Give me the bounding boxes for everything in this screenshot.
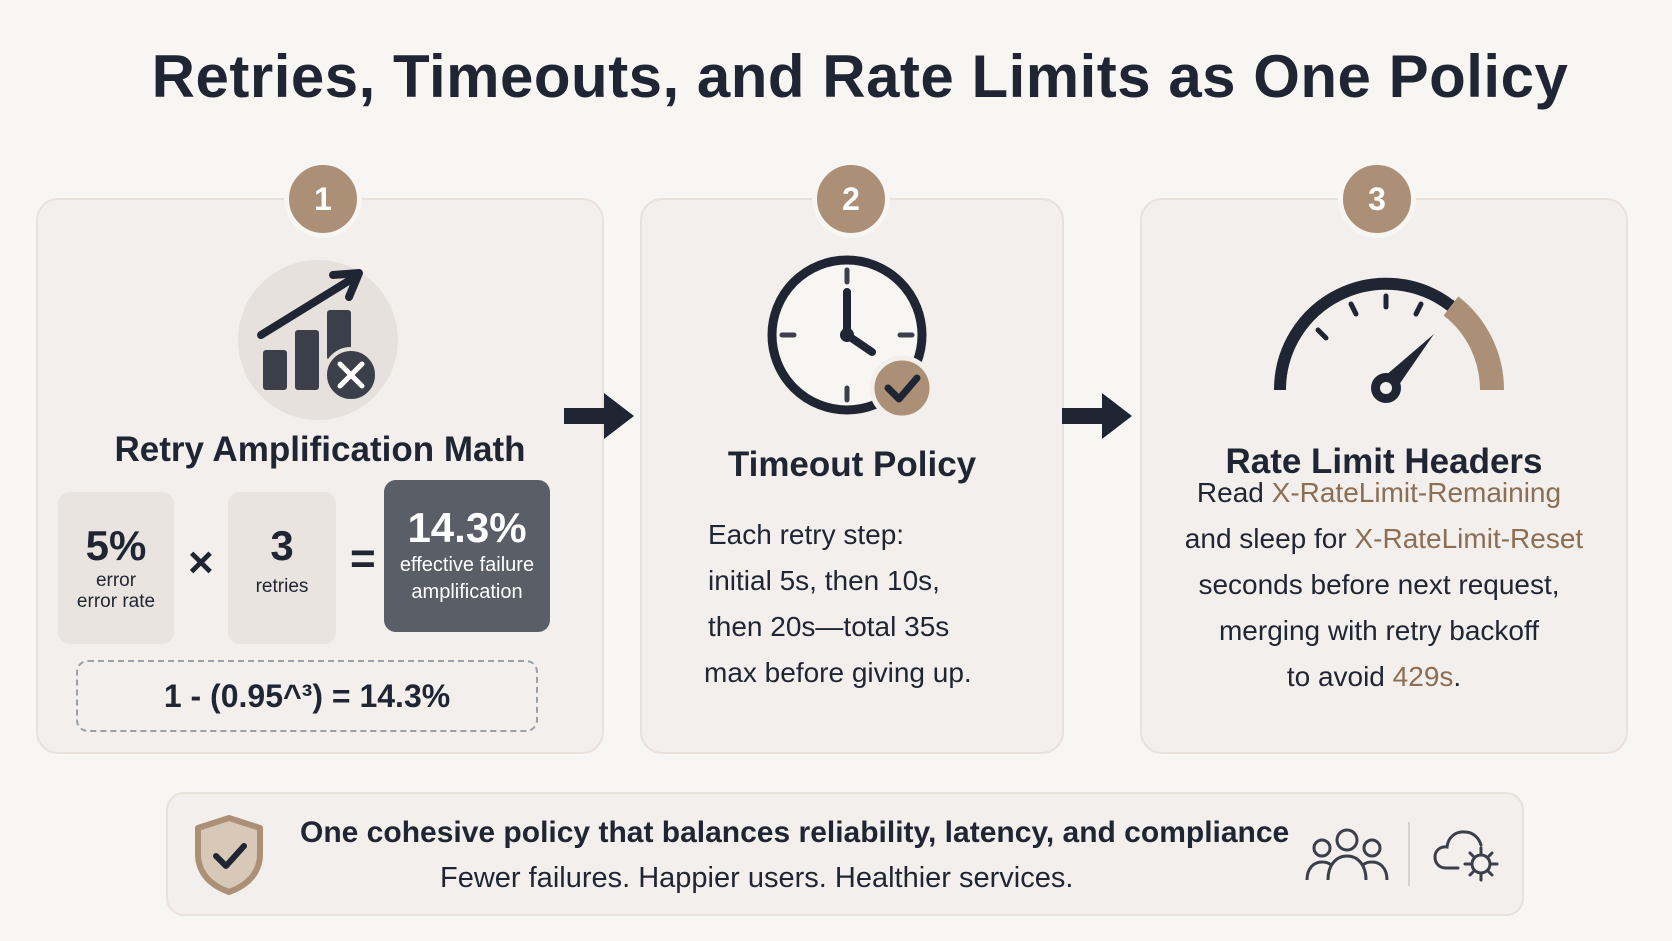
card-title-rate-limit: Rate Limit Headers — [1225, 442, 1543, 481]
retries-value: 3 — [270, 522, 294, 569]
result-value: 14.3% — [407, 504, 527, 551]
rate-limit-line-3: seconds before next request, — [1198, 569, 1560, 600]
step-badge-1: 1 — [284, 160, 362, 238]
card-retry-amplification: 1 Retry Amplification Math 5% error erro… — [36, 160, 604, 754]
result-label: effective failure amplification — [399, 554, 535, 603]
rate-limit-description: Read X-RateLimit-Remaining and sleep for… — [1142, 470, 1626, 700]
error-rate-box: 5% error error rate — [58, 492, 174, 644]
timeout-line-3: then 20s—total 35s — [708, 611, 950, 642]
retries-box: 3 retries — [228, 492, 336, 644]
result-box: 14.3% effective failure amplification — [384, 480, 550, 632]
arrow-right-icon — [564, 393, 634, 439]
users-icon — [1305, 828, 1389, 881]
page-title: Retries, Timeouts, and Rate Limits as On… — [151, 43, 1569, 110]
shield-check-icon — [195, 815, 263, 895]
read-text: Read — [1196, 477, 1272, 508]
timeout-line-2: initial 5s, then 10s, — [708, 565, 940, 596]
header-reset: X-RateLimit-Reset — [1354, 523, 1584, 554]
card-timeout-policy: 2 Timeout Policy Each retry step: initia… — [640, 160, 1064, 754]
speedometer-icon — [1273, 277, 1505, 403]
rate-limit-line-4: merging with retry backoff — [1218, 615, 1540, 646]
period-text: . — [1453, 661, 1462, 692]
footer-divider — [1408, 822, 1410, 886]
header-remaining: X-RateLimit-Remaining — [1271, 477, 1562, 508]
summary-subtitle: Fewer failures. Happier users. Healthier… — [440, 862, 1074, 894]
sleep-text: and sleep for — [1184, 523, 1355, 554]
error-rate-label: error error rate — [76, 570, 156, 612]
arrow-right-icon — [1062, 393, 1132, 439]
times-symbol: × — [188, 538, 214, 587]
bar-chart-up-arrow-x-icon — [238, 260, 398, 420]
rate-limit-line-2: and sleep for X-RateLimit-Reset — [1142, 516, 1626, 562]
formula-box: 1 - (0.95^³) = 14.3% — [76, 660, 538, 732]
timeout-line-1: Each retry step: — [708, 519, 905, 550]
card-title-retry: Retry Amplification Math — [114, 430, 526, 469]
equals-symbol: = — [350, 534, 376, 583]
card-rate-limit-headers: 3 Rate Limit Headers Read X-RateLimit-Re… — [1140, 160, 1628, 754]
code-429: 429s — [1392, 661, 1454, 692]
card-title-timeout: Timeout Policy — [727, 445, 977, 484]
error-rate-value: 5% — [85, 522, 147, 569]
summary-title: One cohesive policy that balances reliab… — [300, 816, 1290, 849]
avoid-text: to avoid — [1286, 661, 1393, 692]
timeout-description: Each retry step: initial 5s, then 10s, t… — [704, 512, 972, 696]
rate-limit-line-5: to avoid 429s. — [1142, 654, 1626, 700]
retries-label: retries — [255, 576, 309, 597]
step-badge-3: 3 — [1338, 160, 1416, 238]
summary-banner: One cohesive policy that balances reliab… — [166, 792, 1524, 916]
step-badge-2: 2 — [812, 160, 890, 238]
clock-check-icon — [767, 255, 935, 421]
timeout-line-4: max before giving up. — [704, 657, 972, 688]
rate-limit-line-1: Read X-RateLimit-Remaining — [1142, 470, 1626, 516]
cloud-gear-icon — [1433, 830, 1499, 882]
